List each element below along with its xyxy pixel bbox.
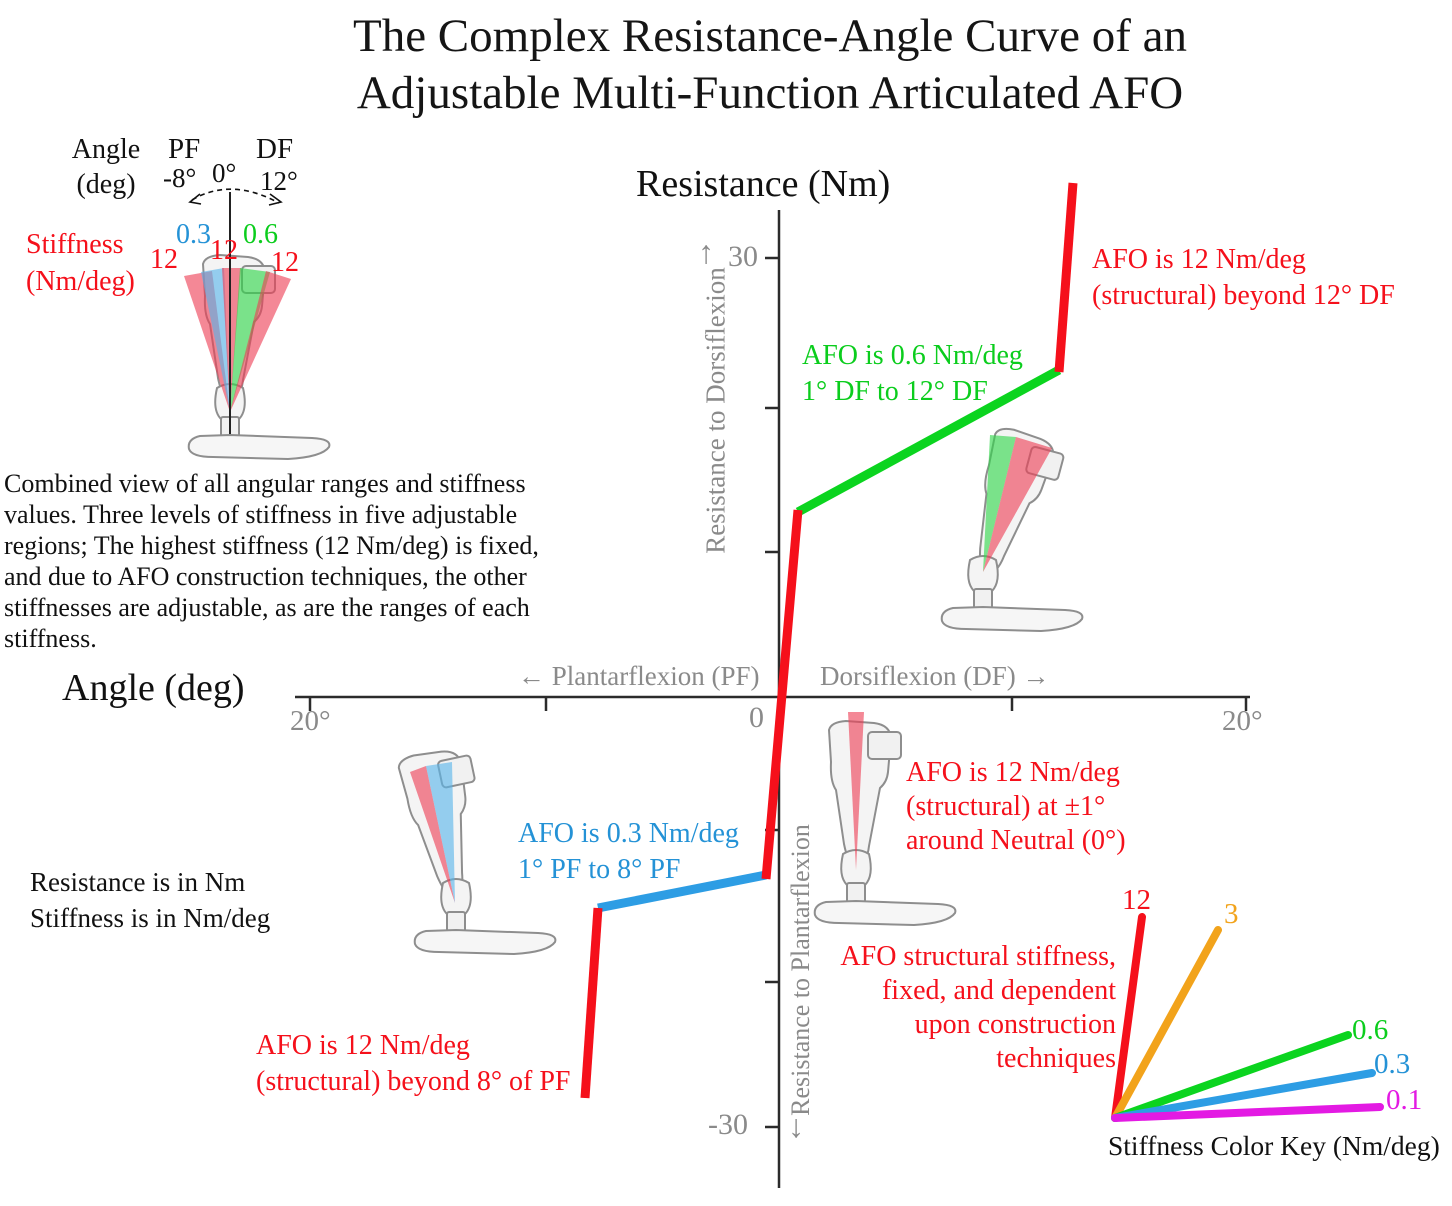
x-tick-label-20-right: 20° — [1222, 705, 1263, 737]
annotation-beyond-12df-line1: AFO is 12 Nm/deg — [1092, 244, 1306, 275]
down-arrow-icon: ↓ — [788, 1108, 804, 1144]
annotation-neutral: AFO is 12 Nm/deg (structural) at ±1° aro… — [906, 756, 1126, 858]
y-tick-label-30: 30 — [728, 240, 758, 273]
annotation-blue-03-line2: 1° PF to 8° PF — [518, 854, 681, 885]
fan-value-12-right: 12 — [271, 247, 299, 278]
x-direction-label-df: Dorsiflexion (DF) → — [820, 661, 1050, 691]
annotation-beyond-12df-line2: (structural) beyond 12° DF — [1092, 280, 1395, 311]
curve-segment-red-beyond-8pf — [580, 907, 603, 1099]
annotation-structural-line4: techniques — [996, 1043, 1116, 1074]
fan-wedge-red-left — [184, 271, 230, 412]
annotation-green-06-line2: 1° DF to 12° DF — [802, 376, 988, 407]
figure-title-line1: The Complex Resistance-Angle Curve of an — [352, 10, 1188, 62]
wedge-blue-pf — [426, 762, 455, 903]
x-tick-label-0: 0 — [749, 701, 764, 734]
resistance-angle-curve — [580, 182, 1078, 1099]
curve-segment-green-0.6 — [795, 366, 1062, 516]
figure-title-line2: Adjustable Multi-Function Articulated AF… — [356, 67, 1184, 120]
fan-wedge-blue — [201, 268, 230, 412]
annotation-neutral-line1: AFO is 12 Nm/deg — [906, 757, 1120, 788]
wedge-red-pf — [410, 766, 455, 903]
annotation-green-06: AFO is 0.6 Nm/deg 1° DF to 12° DF — [802, 338, 1023, 410]
annotation-beyond-8pf-line1: AFO is 12 Nm/deg — [256, 1030, 470, 1061]
up-arrow-icon: ↑ — [698, 234, 714, 270]
description-paragraph: Combined view of all angular ranges and … — [4, 469, 539, 653]
fan-stiffness-wedges — [184, 268, 291, 412]
fan-df-label: DF — [256, 133, 294, 165]
key-line-0.3 — [1111, 1069, 1376, 1122]
key-line-0.1 — [1111, 1103, 1384, 1122]
annotation-blue-03-line1: AFO is 0.3 Nm/deg — [518, 818, 739, 849]
annotation-green-06-line1: AFO is 0.6 Nm/deg — [802, 340, 1023, 371]
curve-segment-red-neutral — [761, 509, 803, 880]
fan-angle-label: Angle (deg) — [58, 132, 154, 202]
fan-value-0.3: 0.3 — [176, 219, 211, 250]
annotation-beyond-8pf: AFO is 12 Nm/deg (structural) beyond 8° … — [256, 1028, 570, 1100]
curve-segment-red-beyond-12df — [1054, 182, 1078, 373]
annotation-structural-line2: fixed, and dependent — [881, 975, 1116, 1006]
key-label-0.1: 0.1 — [1386, 1084, 1423, 1116]
fan-stiffness-label-line2: (Nm/deg) — [26, 266, 135, 297]
fan-range-arc — [188, 188, 283, 206]
fan-stiffness-label: Stiffness (Nm/deg) — [26, 226, 135, 300]
fan-value-0.6: 0.6 — [243, 219, 278, 250]
annotation-structural-line3: upon construction — [914, 1009, 1116, 1040]
key-line-0.6 — [1111, 1031, 1352, 1122]
fan-wedge-red-center — [222, 268, 241, 412]
annotation-structural-stiffness: AFO structural stiffness, fixed, and dep… — [838, 940, 1116, 1076]
x-direction-label-pf: ← Plantarflexion (PF) — [518, 661, 760, 691]
fan-value-12-center: 12 — [210, 235, 238, 266]
fan-pf-label: PF — [168, 133, 201, 165]
fan-deg-0: 0° — [212, 158, 237, 188]
annotation-neutral-line2: (structural) at ±1° — [906, 791, 1106, 822]
fan-angle-label-line1: Angle — [71, 134, 141, 165]
fan-wedge-red-right — [230, 271, 291, 412]
stiffness-color-key-lines — [1111, 913, 1384, 1122]
y-direction-label-down: Resistance to Plantarflexion — [786, 824, 815, 1116]
units-note-line2: Stiffness is in Nm/deg — [30, 903, 271, 933]
annotation-beyond-12df: AFO is 12 Nm/deg (structural) beyond 12°… — [1092, 242, 1395, 314]
y-tick-label-neg30: -30 — [708, 1108, 748, 1141]
key-label-0.6: 0.6 — [1352, 1014, 1389, 1046]
key-label-12: 12 — [1122, 884, 1151, 916]
annotation-structural-line1: AFO structural stiffness, — [840, 941, 1116, 972]
key-line-12 — [1111, 913, 1146, 1122]
color-key-title: Stiffness Color Key (Nm/deg) — [1108, 1130, 1440, 1161]
wedge-red-df — [983, 437, 1052, 572]
afo-leg-illustration-neutral — [813, 712, 957, 926]
wedge-green-df — [983, 435, 1016, 572]
fan-value-12-left: 12 — [150, 244, 178, 275]
key-line-3 — [1111, 926, 1222, 1122]
fan-deg-neg8: -8° — [163, 163, 197, 193]
y-direction-label-up: Resistance to Dorsiflexion — [700, 267, 731, 554]
units-note: Resistance is in Nm Stiffness is in Nm/d… — [30, 864, 270, 936]
units-note-line1: Resistance is in Nm — [30, 867, 246, 897]
y-axis-title: Resistance (Nm) — [636, 163, 891, 205]
afo-leg-illustration-plantarflexed — [395, 743, 557, 955]
wedge-red-neutral — [848, 712, 864, 870]
figure-title: The Complex Resistance-Angle Curve of an… — [220, 8, 1320, 123]
fan-deg-12: 12° — [260, 166, 298, 196]
afo-leg-illustration-dorsiflexed — [940, 424, 1084, 632]
curve-segment-blue-0.3 — [597, 870, 767, 913]
x-tick-label-20-left: 20° — [290, 705, 331, 737]
key-label-3: 3 — [1224, 898, 1239, 930]
annotation-beyond-8pf-line2: (structural) beyond 8° of PF — [256, 1066, 571, 1097]
x-axis-title: Angle (deg) — [62, 667, 245, 709]
annotation-neutral-line3: around Neutral (0°) — [906, 825, 1126, 856]
fan-angle-label-line2: (deg) — [76, 169, 136, 200]
fan-stiffness-label-line1: Stiffness — [26, 229, 124, 260]
annotation-blue-03: AFO is 0.3 Nm/deg 1° PF to 8° PF — [518, 816, 739, 888]
key-label-0.3: 0.3 — [1374, 1048, 1411, 1080]
